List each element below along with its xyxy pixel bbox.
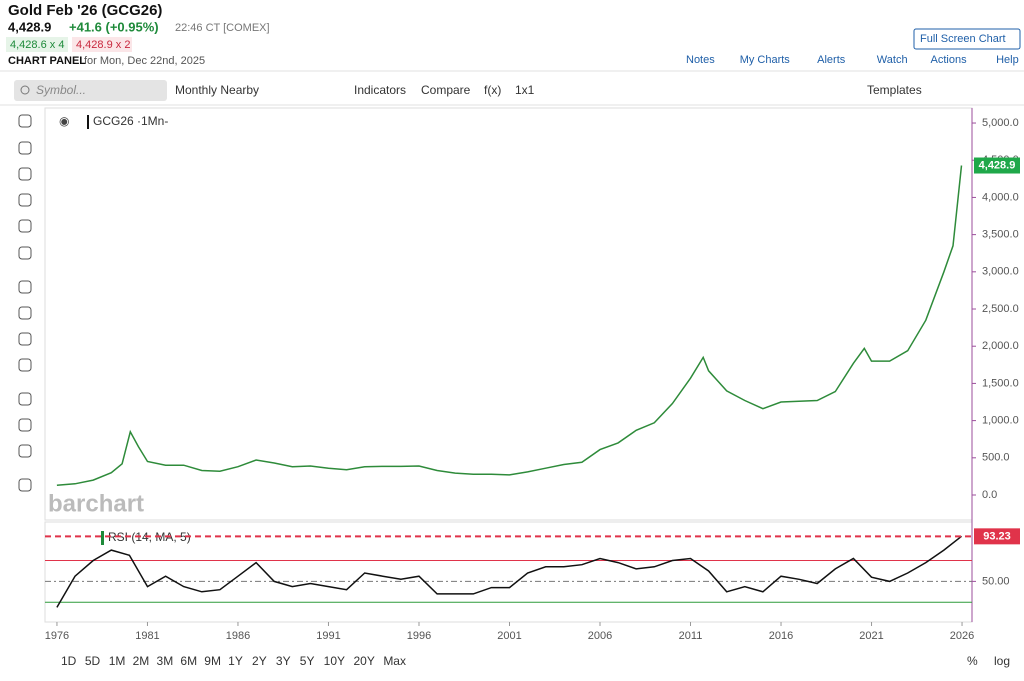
range-button[interactable]: 5D (85, 654, 101, 668)
range-button[interactable]: 2M (133, 654, 150, 668)
range-button[interactable]: 10Y (324, 654, 345, 668)
x-tick-label: 2011 (679, 630, 703, 642)
range-button[interactable]: 20Y (354, 654, 375, 668)
tool-icon[interactable] (18, 478, 32, 492)
tool-icon[interactable] (18, 246, 32, 260)
toolbar-item[interactable]: Compare (421, 83, 471, 97)
header-link[interactable]: Notes (686, 54, 715, 66)
range-button[interactable]: 3Y (276, 654, 291, 668)
y-tick-label: 1,500.0 (982, 377, 1019, 389)
range-button[interactable]: 1Y (228, 654, 243, 668)
series-line (56, 535, 962, 608)
y-tick-label: 500.0 (982, 452, 1010, 464)
tool-icon[interactable] (18, 219, 32, 233)
x-tick-label: 1991 (316, 630, 340, 642)
log-toggle[interactable]: log (994, 654, 1010, 668)
time: 22:46 CT [COMEX] (175, 22, 270, 34)
search-placeholder[interactable]: Symbol... (36, 83, 86, 97)
tool-icon[interactable] (18, 167, 32, 181)
tool-icon[interactable] (18, 358, 32, 372)
search-icon (20, 85, 30, 95)
y-tick-label: 50.00 (982, 575, 1010, 587)
tool-icon[interactable] (18, 141, 32, 155)
last-value-flag (974, 157, 1020, 174)
range-buttons: 1D 5D 1M 2M 3M 6M 9M 1Y 2Y 3Y 5Y 10Y 20Y Max (61, 654, 406, 668)
x-tick-label: 1976 (45, 630, 69, 642)
title: Gold Feb '26 (GCG26) (8, 2, 162, 19)
y-tick-label: 2,500.0 (982, 303, 1019, 315)
range-button[interactable]: 5Y (300, 654, 315, 668)
y-tick-label: 4,000.0 (982, 191, 1019, 203)
range-button[interactable]: 2Y (252, 654, 267, 668)
last-value-label: 4,428.9 (979, 159, 1016, 171)
x-tick-label: 2026 (950, 630, 974, 642)
y-tick-label: 3,500.0 (982, 229, 1019, 241)
x-tick-label: 1981 (135, 630, 159, 642)
range-button[interactable]: 6M (180, 654, 197, 668)
templates[interactable]: Templates (867, 83, 922, 97)
x-tick-label: 2006 (588, 630, 612, 642)
panel-label: CHART PANEL (8, 55, 86, 67)
tool-icon[interactable] (18, 444, 32, 458)
y-tick-label: 1,000.0 (982, 415, 1019, 427)
drawing-tools (18, 114, 32, 492)
y-tick-label: 5,000.0 (982, 117, 1019, 129)
last-value-label: 93.23 (983, 530, 1011, 542)
header-link[interactable]: Help (996, 54, 1019, 66)
price-panel (44, 107, 973, 521)
x-tick-label: 1986 (226, 630, 250, 642)
x-tick-label: 2016 (769, 630, 793, 642)
range-button[interactable]: 9M (204, 654, 221, 668)
toolbar-item[interactable]: f(x) (484, 83, 501, 97)
tool-icon[interactable] (18, 306, 32, 320)
full-screen-button[interactable] (913, 28, 1021, 50)
x-tick-label: 2001 (497, 630, 521, 642)
tool-icon[interactable] (18, 392, 32, 406)
price-legend: GCG26 ·1Mn- (93, 114, 168, 128)
range-button[interactable]: 1D (61, 654, 77, 668)
tool-icon[interactable] (18, 418, 32, 432)
header-links: Notes My Charts Alerts Watch Actions Help (686, 54, 1019, 66)
percent-toggle[interactable]: % (967, 654, 978, 668)
toolbar-items: Indicators Compare f(x) 1x1 (354, 83, 535, 97)
range-button[interactable]: 1M (109, 654, 126, 668)
y-tick-label: 2,000.0 (982, 340, 1019, 352)
ask-box (72, 37, 132, 52)
bid-box (6, 37, 68, 52)
bid: 4,428.6 x 4 (10, 39, 64, 51)
series-line (56, 165, 963, 487)
change: +41.6 (+0.95%) (69, 19, 159, 34)
tool-icon[interactable] (18, 280, 32, 294)
tool-icon[interactable] (18, 114, 32, 128)
x-tick-label: 1996 (407, 630, 431, 642)
panel-date: for Mon, Dec 22nd, 2025 (84, 55, 205, 67)
eye-icon: ◉ (59, 114, 69, 128)
header-link[interactable]: Watch (877, 54, 908, 66)
toolbar-item[interactable]: 1x1 (515, 83, 535, 97)
watermark: barchart (48, 490, 144, 517)
tool-icon[interactable] (18, 332, 32, 346)
last-value-flag (974, 528, 1020, 545)
x-tick-label: 2021 (859, 630, 883, 642)
period[interactable]: Monthly Nearby (175, 83, 259, 97)
legend-swatch (101, 531, 104, 545)
y-tick-label: 3,000.0 (982, 266, 1019, 278)
header-link[interactable]: Alerts (817, 54, 846, 66)
ask: 4,428.9 x 2 (76, 39, 130, 51)
y-tick-label: 0.0 (982, 489, 997, 501)
range-button[interactable]: Max (383, 654, 406, 668)
range-button[interactable]: 3M (157, 654, 174, 668)
last-price: 4,428.9 (8, 19, 51, 34)
full-screen-label[interactable]: Full Screen Chart (920, 33, 1006, 45)
header-link[interactable]: My Charts (740, 54, 791, 66)
toolbar-item[interactable]: Indicators (354, 83, 406, 97)
search-box[interactable] (14, 80, 167, 101)
header-link[interactable]: Actions (931, 54, 968, 66)
legend-swatch (87, 115, 89, 129)
tool-icon[interactable] (18, 193, 32, 207)
